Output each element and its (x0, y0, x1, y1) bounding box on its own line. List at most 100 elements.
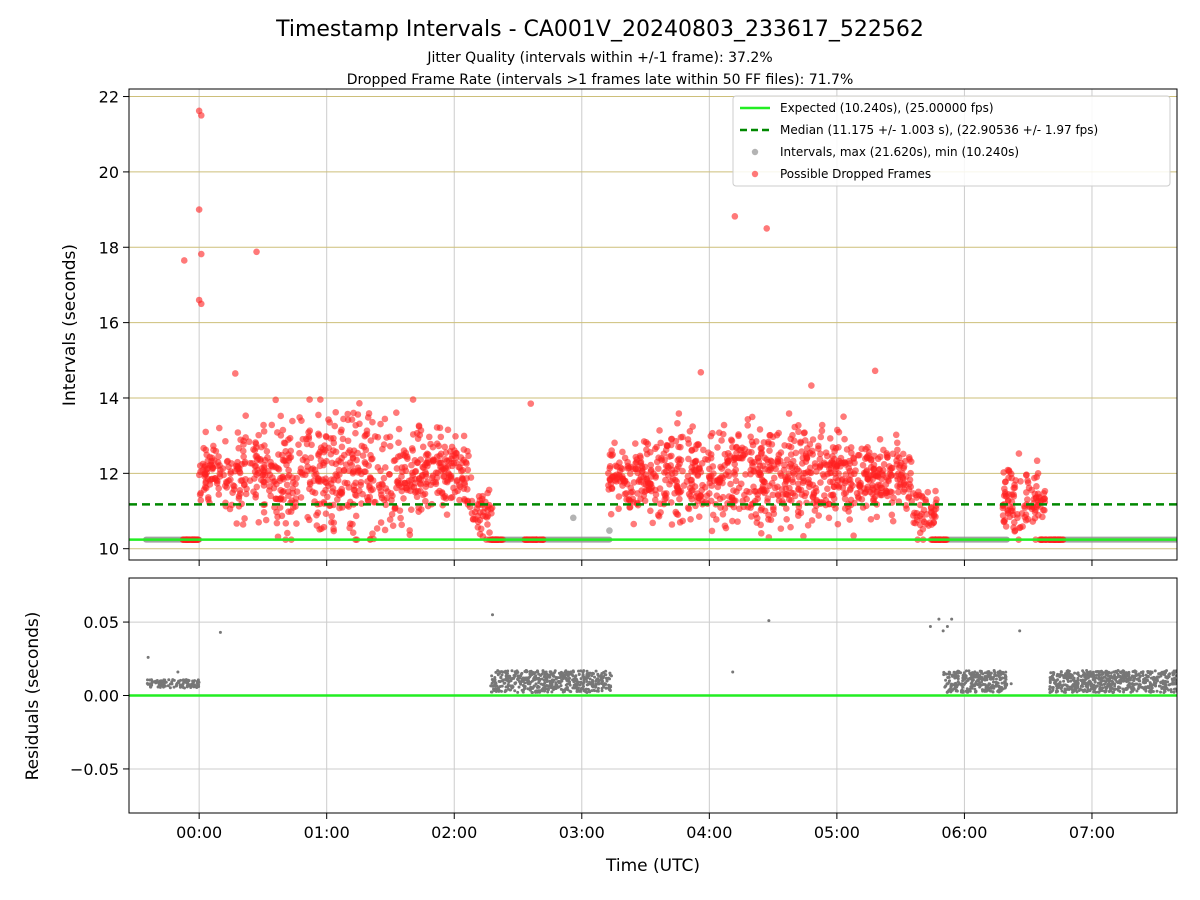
residual-point-1-493 (520, 679, 524, 683)
residual-point-3-451 (1063, 687, 1067, 691)
dropped-point-5-529 (835, 428, 843, 436)
residual-point-3-546 (1111, 687, 1115, 691)
residual-point-3-423 (1064, 672, 1068, 676)
residual-point-1-129 (542, 678, 546, 682)
residuals-y-tick-label-0: −0.05 (70, 760, 119, 779)
dropped-point-6-48 (923, 510, 930, 518)
residual-point-3-589 (1088, 689, 1092, 693)
dropped-point-1-635 (229, 489, 236, 496)
residual-point-2-106 (1004, 670, 1008, 674)
dropped-point-1-574 (215, 491, 223, 498)
dropped-point-1-645 (241, 460, 248, 467)
dropped-point-5-855 (829, 478, 836, 486)
dropped-point-5-271 (781, 461, 788, 469)
residual-point-3-582 (1173, 670, 1177, 674)
residual-point-3-73 (1109, 671, 1113, 675)
residual-point-1-180 (597, 679, 601, 683)
residual-point-2-266 (962, 682, 966, 686)
dropped-point-1-608 (369, 530, 376, 537)
dropped-point-5-563 (809, 451, 816, 458)
residual-point-3-595 (1165, 676, 1169, 680)
dropped-point-5-897 (640, 492, 648, 499)
residual-point-3-425 (1072, 676, 1076, 680)
residual-point-3-534 (1076, 678, 1080, 682)
dropped-outlier-3 (195, 206, 203, 213)
residual-point-0-80 (166, 684, 170, 688)
dropped-point-1-555 (209, 464, 216, 471)
dropped-point-5-246 (615, 505, 622, 513)
residual-point-0-100 (196, 680, 200, 684)
x-tick-label-7: 07:00 (1069, 823, 1115, 842)
residual-point-3-360 (1091, 674, 1095, 678)
dropped-point-1-658 (330, 439, 338, 447)
dropped-point-5-576 (709, 511, 717, 519)
residual-point-3-316 (1146, 685, 1150, 689)
dropped-point-5-766 (869, 484, 877, 492)
residuals-y-tick-label-2: 0.05 (83, 613, 119, 632)
dropped-point-1-201 (282, 520, 290, 527)
residual-outlier-6 (937, 617, 941, 621)
dropped-point-1-215 (398, 521, 406, 529)
dropped-point-5-733 (806, 441, 814, 448)
dropped-point-1-741 (407, 487, 414, 495)
dropped-point-1-442 (262, 516, 270, 524)
dropped-point-5-521 (643, 476, 650, 483)
dropped-point-1-730 (311, 471, 318, 479)
dropped-point-1-647 (408, 445, 416, 452)
residual-point-3-593 (1093, 686, 1097, 690)
residual-point-3-554 (1132, 678, 1136, 682)
residual-point-1-274 (530, 691, 534, 695)
residual-point-3-545 (1159, 674, 1163, 678)
dropped-point-1-723 (440, 473, 447, 480)
residual-point-1-385 (582, 675, 586, 679)
residual-point-1-80 (513, 689, 517, 693)
residual-point-3-542 (1167, 673, 1171, 677)
dropped-point-8-81 (1031, 508, 1039, 516)
dropped-point-1-304 (240, 441, 247, 448)
dropped-point-1-719 (241, 515, 248, 522)
dropped-point-1-705 (236, 490, 244, 497)
residual-point-1-506 (529, 687, 533, 691)
dropped-point-2-36 (479, 512, 487, 520)
residual-point-0-103 (194, 684, 198, 688)
dropped-point-5-299 (876, 481, 884, 489)
dropped-point-6-46 (908, 498, 916, 505)
residual-outlier-3 (731, 670, 735, 674)
residual-point-2-197 (985, 678, 989, 682)
dropped-point-8-95 (1019, 523, 1026, 530)
dropped-point-1-518 (230, 482, 238, 490)
dropped-point-1-532 (451, 488, 459, 496)
dropped-point-5-767 (667, 477, 675, 485)
dropped-point-5-887 (820, 459, 828, 467)
dropped-point-1-659 (460, 456, 468, 464)
dropped-point-5-587 (765, 516, 772, 523)
residual-point-3-422 (1142, 681, 1146, 685)
dropped-point-5-462 (744, 415, 752, 423)
residual-point-0-113 (150, 681, 154, 685)
dropped-point-8-109 (1024, 515, 1032, 523)
dropped-point-1-736 (315, 430, 322, 438)
residual-point-2-237 (970, 677, 974, 681)
residual-point-1-375 (575, 689, 579, 693)
dropped-point-5-342 (777, 470, 784, 477)
dropped-point-5-862 (647, 480, 655, 488)
dropped-point-5-644 (661, 469, 668, 476)
dropped-point-1-591 (278, 451, 286, 459)
dropped-point-5-885 (707, 472, 715, 480)
residual-point-1-150 (582, 669, 586, 673)
dropped-point-5-105 (649, 519, 656, 527)
residual-point-1-178 (572, 677, 576, 681)
residual-point-1-133 (568, 676, 572, 680)
residual-point-3-234 (1121, 687, 1125, 691)
dropped-point-5-720 (651, 496, 659, 504)
dropped-point-5-769 (782, 476, 790, 483)
dropped-point-1-565 (422, 497, 429, 505)
dropped-point-8-108 (1000, 517, 1008, 525)
dropped-point-5-827 (716, 495, 724, 503)
dropped-point-1-431 (398, 464, 406, 471)
dropped-point-1-501 (381, 526, 389, 534)
dropped-point-5-791 (832, 444, 840, 452)
residual-point-1-282 (566, 688, 570, 692)
residual-point-3-96 (1135, 689, 1139, 693)
dropped-point-5-736 (795, 512, 802, 519)
